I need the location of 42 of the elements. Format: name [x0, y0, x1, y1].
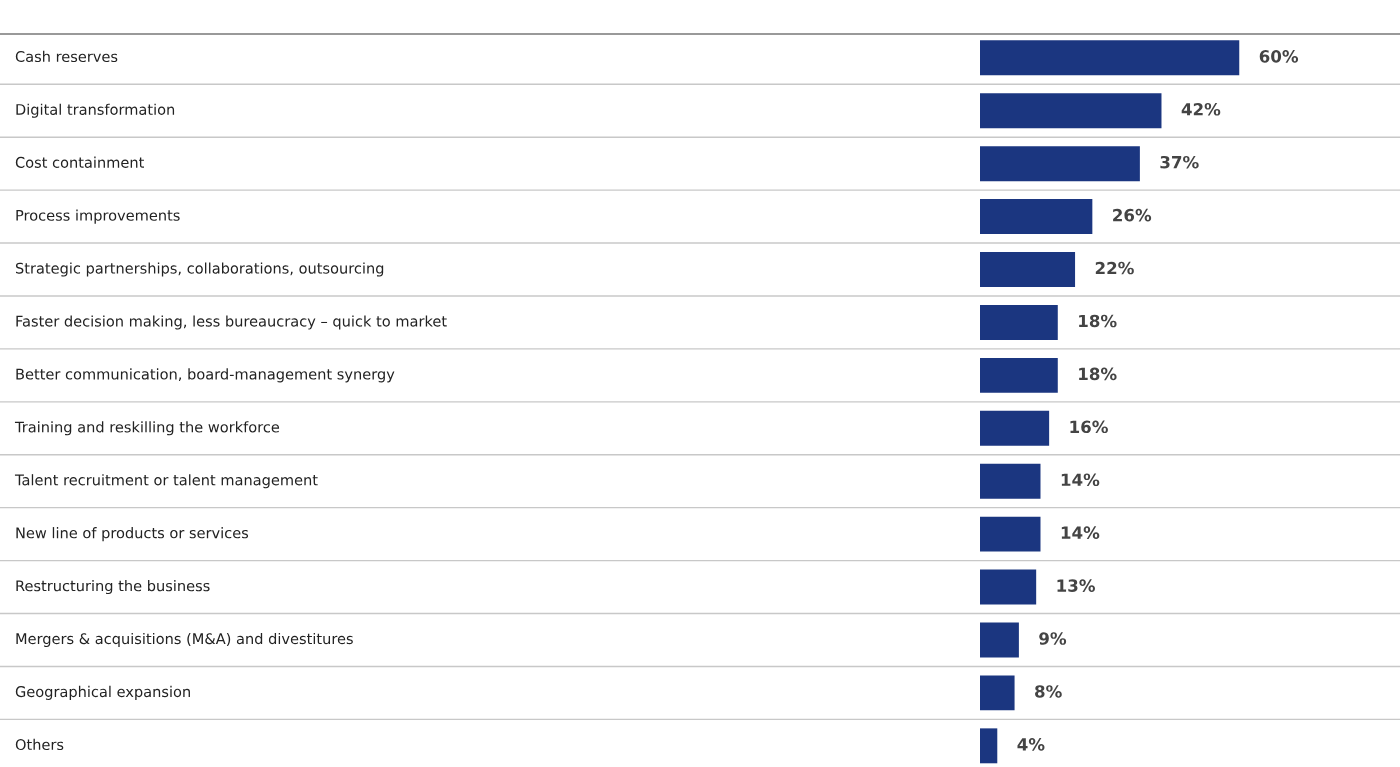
- bar: [980, 199, 1093, 235]
- bar: [980, 675, 1015, 711]
- data-label: 42%: [1181, 102, 1221, 116]
- bar: [980, 252, 1076, 287]
- data-label: 26%: [1113, 208, 1152, 222]
- data-label: 9%: [1039, 632, 1067, 645]
- bar: [980, 516, 1041, 552]
- bar: [980, 728, 998, 764]
- bar: [980, 463, 1041, 499]
- y-tick-label: Cost containment: [15, 156, 144, 168]
- data-label: 22%: [1095, 261, 1134, 275]
- y-tick-label: Faster decision making, less bureaucracy – quick to market: [16, 315, 447, 330]
- bar: [980, 410, 1050, 446]
- data-label: 13%: [1057, 579, 1095, 592]
- bar: [980, 304, 1058, 340]
- y-tick-label: Restructuring the business: [16, 580, 210, 595]
- data-label: 18%: [1079, 367, 1117, 381]
- bar: [980, 146, 1140, 182]
- bar: [980, 40, 1240, 76]
- bar: [980, 622, 1019, 658]
- y-tick-label: Process improvements: [16, 209, 180, 224]
- data-label: 37%: [1160, 155, 1199, 169]
- data-label: 16%: [1070, 420, 1108, 434]
- y-tick-label: New line of products or services: [16, 527, 249, 542]
- y-tick-label: Talent recruitment or talent management: [14, 474, 318, 489]
- y-tick-label: Training and reskilling the workforce: [14, 421, 280, 436]
- bar: [980, 569, 1037, 605]
- data-label: 14%: [1061, 473, 1100, 487]
- y-tick-label: Better communication, board-management synergy: [16, 368, 395, 383]
- y-tick-label: Others: [15, 738, 64, 751]
- bar: [980, 93, 1162, 129]
- data-label: 8%: [1035, 685, 1062, 698]
- bar: [980, 357, 1058, 393]
- data-label: 4%: [1017, 738, 1045, 751]
- y-tick-label: Geographical expansion: [15, 685, 190, 700]
- y-tick-label: Cash reserves: [15, 50, 118, 63]
- data-label: 18%: [1079, 314, 1117, 328]
- y-tick-label: Digital transformation: [16, 103, 175, 118]
- data-label: 60%: [1259, 50, 1299, 63]
- data-label: 14%: [1061, 526, 1100, 539]
- y-tick-label: Mergers & acquisitions (M&A) and divestitures: [16, 632, 353, 648]
- y-tick-label: Strategic partnerships, collaborations, outsourcing: [15, 262, 384, 277]
